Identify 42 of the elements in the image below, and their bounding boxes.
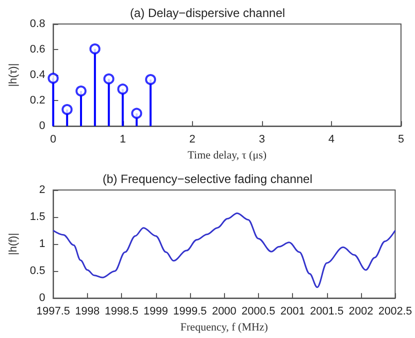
x-tick-label: 4 (328, 134, 334, 146)
line-series (52, 212, 396, 288)
y-tick-label: 0.8 (30, 18, 46, 30)
x-axis-title: Frequency, f (MHz) (180, 322, 268, 334)
x-tick-label: 2 (189, 134, 196, 146)
y-tick-label: 0.4 (30, 69, 46, 82)
point (117, 84, 128, 95)
chart-title: (a) Delay−dispersive channel (130, 6, 286, 20)
y-axis-title: |h(f)| (8, 232, 20, 256)
y-tick-label: 2 (39, 184, 46, 196)
point (131, 108, 142, 119)
x-tick-label: 2002 (348, 306, 374, 318)
point (103, 73, 114, 84)
x-tick-label: 2001 (280, 306, 305, 318)
point (62, 104, 73, 116)
y-tick-label: 0 (39, 292, 46, 304)
y-tick-label: 0 (39, 120, 46, 132)
x-tick-label: 1999 (144, 306, 168, 318)
x-tick-label: 5 (398, 134, 404, 146)
x-tick-label: 1999.5 (173, 306, 207, 318)
x-tick-label: 3 (258, 134, 265, 146)
chart-title: (b) Frequency−selective fading channel (102, 172, 312, 186)
y-tick-label: 0.6 (30, 44, 46, 56)
x-axis-title: Time delay, τ (μs) (188, 150, 267, 162)
y-tick-label: 1.5 (30, 211, 46, 224)
y-tick-label: 1 (39, 238, 46, 250)
point (89, 43, 100, 54)
x-tick-label: 1 (120, 134, 126, 146)
x-tick-label: 0 (50, 134, 56, 146)
x-tick-label: 2002.5 (378, 306, 412, 318)
point (145, 74, 156, 86)
point (76, 86, 87, 96)
x-tick-label: 1998 (75, 306, 100, 318)
y-axis-title: |h(τ)| (8, 63, 20, 87)
x-tick-label: 2000 (212, 306, 236, 318)
point (48, 72, 59, 84)
y-tick-label: 0.5 (30, 265, 46, 278)
x-tick-label: 2001.5 (310, 306, 344, 318)
x-tick-label: 1998.5 (104, 306, 138, 318)
x-tick-label: 2000.5 (242, 306, 276, 318)
x-tick-label: 1997.5 (36, 306, 70, 318)
y-tick-label: 0.2 (30, 94, 46, 107)
